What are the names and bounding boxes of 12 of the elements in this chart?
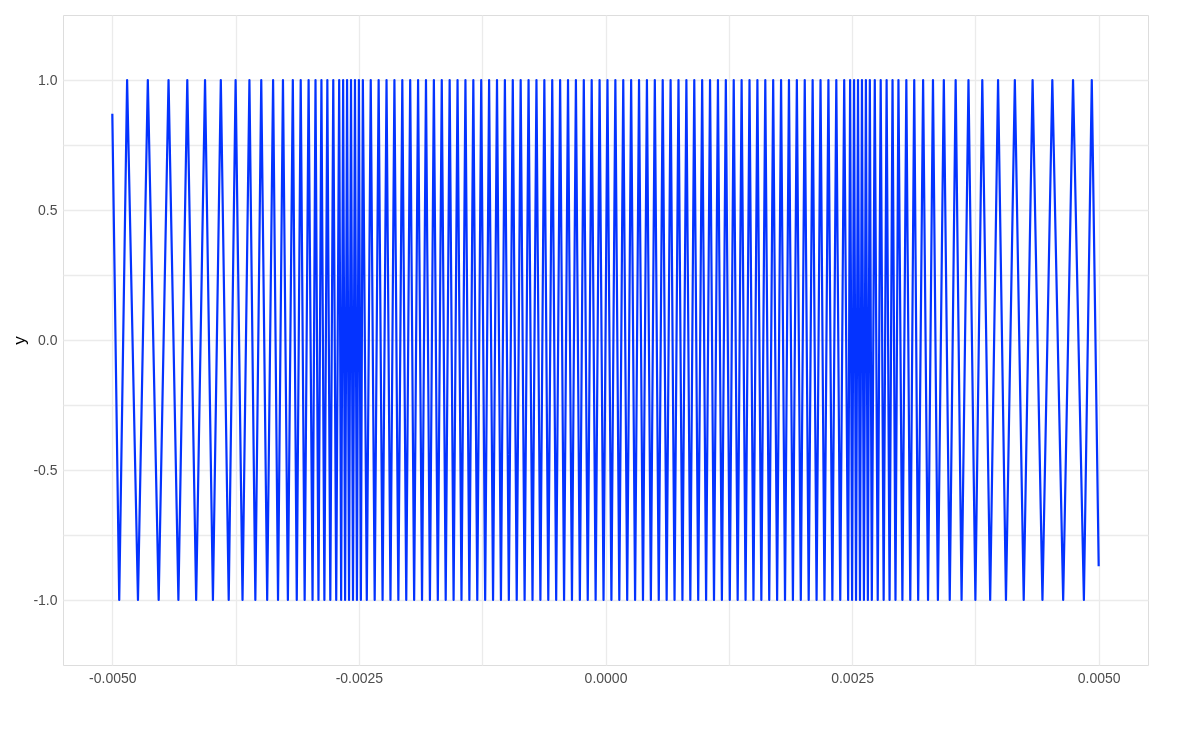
y-axis-title: y (10, 335, 30, 345)
x-tick-label: 0.0025 (831, 669, 875, 686)
y-tick-label: -0.5 (33, 461, 58, 478)
y-tick-label: 0.0 (38, 331, 58, 348)
y-tick-label: 0.5 (38, 201, 58, 218)
line-series (111, 78, 1100, 602)
x-tick-label: -0.0025 (335, 669, 384, 686)
y-tick-label: -1.0 (33, 591, 58, 608)
y-tick-label: 1.0 (38, 71, 58, 88)
x-tick-label: 0.0000 (584, 669, 628, 686)
x-tick-label: 0.0050 (1077, 669, 1121, 686)
x-tick-label: -0.0050 (89, 669, 137, 686)
